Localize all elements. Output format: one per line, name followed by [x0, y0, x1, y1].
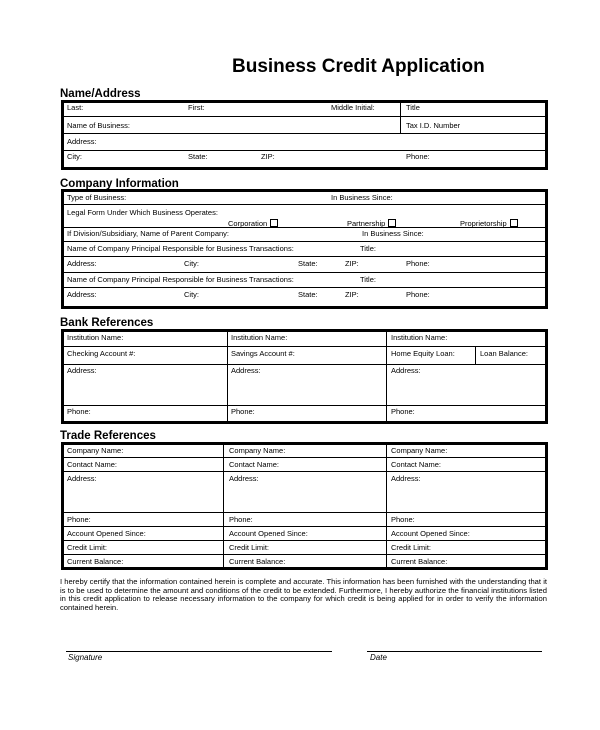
- section-heading-trade: Trade References: [60, 430, 156, 442]
- field-phone[interactable]: Phone:: [406, 152, 430, 161]
- field-last[interactable]: Last:: [67, 103, 84, 112]
- bank-2-address[interactable]: Address:: [231, 366, 261, 375]
- trade-2-credit-limit[interactable]: Credit Limit:: [229, 543, 270, 552]
- partnership-label: Partnership: [347, 219, 386, 228]
- trade-3-balance[interactable]: Current Balance:: [391, 557, 448, 566]
- trade-1-company[interactable]: Company Name:: [67, 446, 124, 455]
- bank-loan-balance[interactable]: Loan Balance:: [480, 349, 528, 358]
- trade-2-opened[interactable]: Account Opened Since:: [229, 529, 308, 538]
- field-type-of-business[interactable]: Type of Business:: [67, 193, 127, 202]
- bank-1-institution[interactable]: Institution Name:: [67, 333, 124, 342]
- trade-1-address[interactable]: Address:: [67, 474, 97, 483]
- field-business-name[interactable]: Name of Business:: [67, 121, 130, 130]
- company-box: [61, 189, 548, 309]
- field-principal-2-city[interactable]: City:: [184, 290, 199, 299]
- bank-3-phone[interactable]: Phone:: [391, 407, 415, 416]
- trade-1-contact[interactable]: Contact Name:: [67, 460, 118, 469]
- section-heading-company: Company Information: [60, 178, 179, 190]
- field-principal-1-city[interactable]: City:: [184, 259, 199, 268]
- bank-1-phone[interactable]: Phone:: [67, 407, 91, 416]
- field-principal-1-phone[interactable]: Phone:: [406, 259, 430, 268]
- trade-3-credit-limit[interactable]: Credit Limit:: [391, 543, 432, 552]
- bank-2-institution[interactable]: Institution Name:: [231, 333, 288, 342]
- signature-label: Signature: [68, 653, 103, 662]
- bank-box: [61, 329, 548, 424]
- field-in-business-since-2[interactable]: In Business Since:: [362, 229, 424, 238]
- page-title: Business Credit Application: [232, 56, 485, 77]
- field-address[interactable]: Address:: [67, 137, 97, 146]
- checkbox-icon[interactable]: [509, 219, 518, 227]
- trade-2-balance[interactable]: Current Balance:: [229, 557, 286, 566]
- name-address-box: [61, 100, 548, 170]
- field-principal-2-phone[interactable]: Phone:: [406, 290, 430, 299]
- trade-1-opened[interactable]: Account Opened Since:: [67, 529, 146, 538]
- trade-2-address[interactable]: Address:: [229, 474, 259, 483]
- bank-savings[interactable]: Savings Account #:: [231, 349, 295, 358]
- section-heading-name-address: Name/Address: [60, 88, 141, 100]
- field-zip[interactable]: ZIP:: [261, 152, 275, 161]
- field-tax-id[interactable]: Tax I.D. Number: [406, 121, 461, 130]
- checkbox-icon[interactable]: [270, 219, 279, 227]
- field-parent-company[interactable]: If Division/Subsidiary, Name of Parent C…: [67, 229, 230, 238]
- corporation-label: Corporation: [228, 219, 268, 228]
- trade-box: [61, 442, 548, 570]
- field-principal-1-state[interactable]: State:: [298, 259, 318, 268]
- bank-3-address[interactable]: Address:: [391, 366, 421, 375]
- field-principal-2[interactable]: Name of Company Principal Responsible fo…: [67, 275, 294, 284]
- option-corporation[interactable]: Corporation: [228, 219, 279, 228]
- field-first[interactable]: First:: [188, 103, 205, 112]
- option-partnership[interactable]: Partnership: [347, 219, 397, 228]
- field-principal-2-zip[interactable]: ZIP:: [345, 290, 359, 299]
- bank-home-equity[interactable]: Home Equity Loan:: [391, 349, 455, 358]
- bank-3-institution[interactable]: Institution Name:: [391, 333, 448, 342]
- certification-text: I hereby certify that the information co…: [60, 577, 547, 613]
- trade-2-company[interactable]: Company Name:: [229, 446, 286, 455]
- bank-checking[interactable]: Checking Account #:: [67, 349, 136, 358]
- field-principal-1-address[interactable]: Address:: [67, 259, 97, 268]
- trade-1-credit-limit[interactable]: Credit Limit:: [67, 543, 108, 552]
- bank-1-address[interactable]: Address:: [67, 366, 97, 375]
- signature-line[interactable]: [66, 651, 332, 652]
- trade-2-contact[interactable]: Contact Name:: [229, 460, 280, 469]
- bank-2-phone[interactable]: Phone:: [231, 407, 255, 416]
- field-principal-2-title[interactable]: Title:: [360, 275, 376, 284]
- field-principal-2-address[interactable]: Address:: [67, 290, 97, 299]
- field-city[interactable]: City:: [67, 152, 82, 161]
- field-principal-1-title[interactable]: Title:: [360, 244, 376, 253]
- trade-3-opened[interactable]: Account Opened Since:: [391, 529, 470, 538]
- field-principal-1-zip[interactable]: ZIP:: [345, 259, 359, 268]
- checkbox-icon[interactable]: [388, 219, 397, 227]
- section-heading-bank: Bank References: [60, 317, 154, 329]
- trade-1-balance[interactable]: Current Balance:: [67, 557, 124, 566]
- trade-3-contact[interactable]: Contact Name:: [391, 460, 442, 469]
- date-label: Date: [370, 653, 387, 662]
- field-middle-initial[interactable]: Middle Initial:: [331, 103, 375, 112]
- field-state[interactable]: State:: [188, 152, 208, 161]
- date-line[interactable]: [367, 651, 542, 652]
- field-title[interactable]: Title: [406, 103, 420, 112]
- option-proprietorship[interactable]: Proprietorship: [460, 219, 518, 228]
- field-principal-1[interactable]: Name of Company Principal Responsible fo…: [67, 244, 294, 253]
- trade-3-phone[interactable]: Phone:: [391, 515, 415, 524]
- trade-2-phone[interactable]: Phone:: [229, 515, 253, 524]
- proprietorship-label: Proprietorship: [460, 219, 507, 228]
- legal-form-label: Legal Form Under Which Business Operates…: [67, 208, 218, 217]
- field-in-business-since[interactable]: In Business Since:: [331, 193, 393, 202]
- trade-3-address[interactable]: Address:: [391, 474, 421, 483]
- field-principal-2-state[interactable]: State:: [298, 290, 318, 299]
- trade-3-company[interactable]: Company Name:: [391, 446, 448, 455]
- trade-1-phone[interactable]: Phone:: [67, 515, 91, 524]
